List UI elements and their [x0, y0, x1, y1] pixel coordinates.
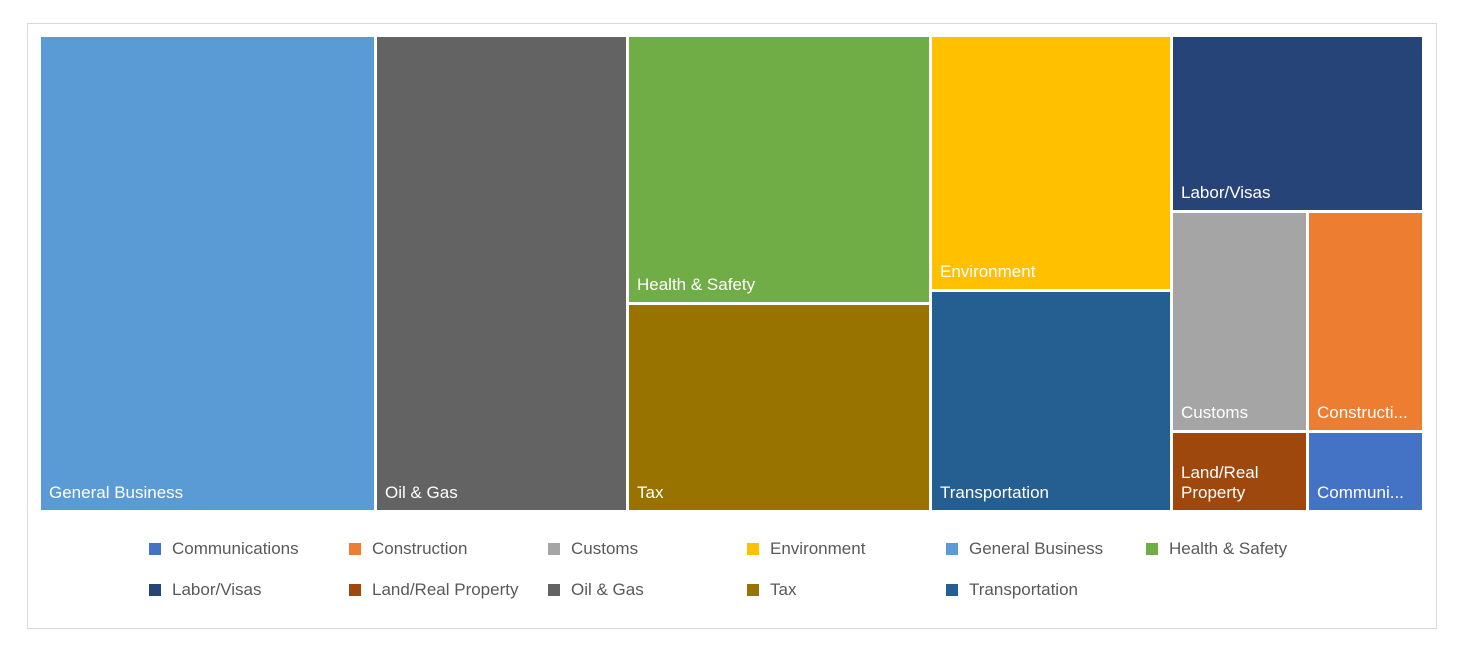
- treemap-tile-customs: Customs: [1173, 213, 1306, 430]
- treemap-tile-environment: Environment: [932, 37, 1170, 289]
- treemap-tile-transportation: Transportation: [932, 292, 1170, 510]
- treemap-tile-label: Constructi...: [1317, 403, 1408, 422]
- treemap-tile-health-safety: Health & Safety: [629, 37, 929, 302]
- treemap-tile-label: Land/Real Property: [1181, 463, 1259, 502]
- treemap-tile-label: Customs: [1181, 403, 1249, 422]
- treemap-tile-label: Environment: [940, 262, 1036, 281]
- treemap-tile-labor-visas: Labor/Visas: [1173, 37, 1422, 210]
- treemap-tile-communications: Communi...: [1309, 433, 1422, 510]
- treemap-tile-general-business: General Business: [41, 37, 374, 510]
- treemap-tile-label: Labor/Visas: [1181, 183, 1271, 202]
- treemap-tile-construction: Constructi...: [1309, 213, 1422, 430]
- treemap-tile-land-real-property: Land/Real Property: [1173, 433, 1306, 510]
- treemap-tile-label: Transportation: [940, 483, 1049, 502]
- treemap-tile-label: General Business: [49, 483, 184, 502]
- treemap-tile-label: Health & Safety: [637, 275, 756, 294]
- treemap-tile-tax: Tax: [629, 305, 929, 510]
- treemap-tile-label: Communi...: [1317, 483, 1404, 502]
- treemap-tile-oil-gas: Oil & Gas: [377, 37, 626, 510]
- treemap-plot: General Business Oil & Gas Health & Safety…: [41, 37, 1422, 510]
- treemap-tile-label: Tax: [637, 483, 664, 502]
- treemap-tile-label: Oil & Gas: [385, 483, 458, 502]
